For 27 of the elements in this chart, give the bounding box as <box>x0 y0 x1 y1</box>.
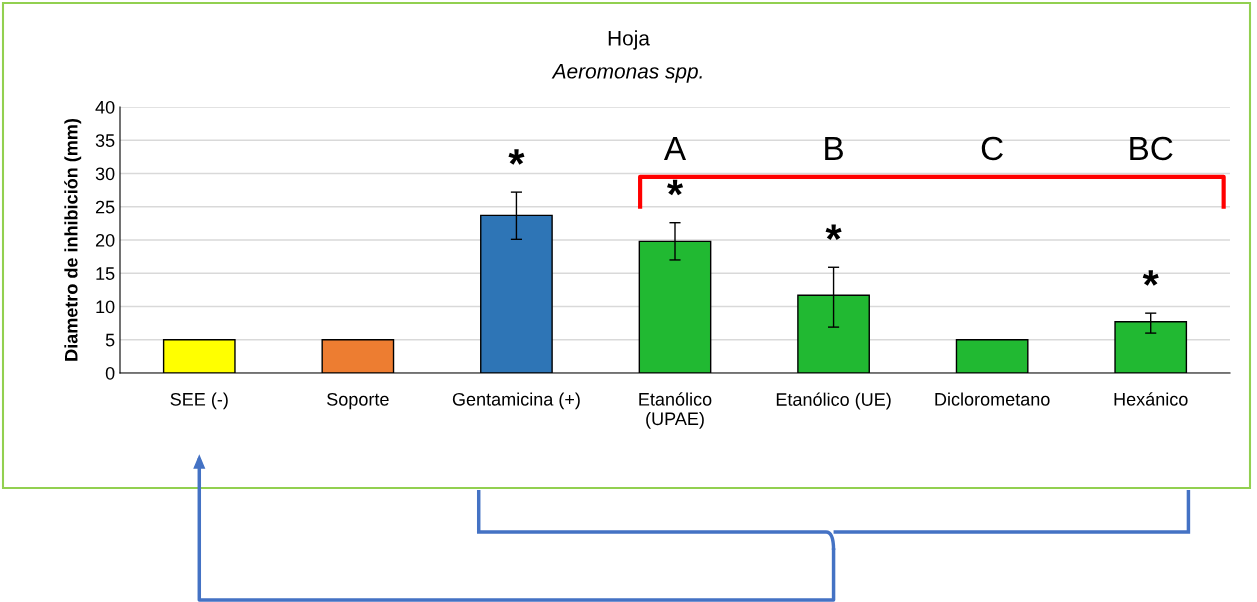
x-tick-label: Etanólico (UPAE) <box>639 392 712 429</box>
annotation: A <box>663 137 687 160</box>
annotation: BC <box>1130 136 1173 161</box>
annotation: C <box>981 136 1003 161</box>
y-tick-label: 0 <box>105 366 115 380</box>
x-tick-label: Etanólico (UE) <box>776 392 891 410</box>
y-tick-label: 40 <box>95 100 115 114</box>
y-tick-label: 15 <box>96 267 115 280</box>
y-tick-label: 10 <box>96 300 115 314</box>
y-tick-label: 30 <box>95 167 115 181</box>
chart-title: Hoja <box>608 30 650 50</box>
x-tick-label: Hexánico <box>1114 392 1188 406</box>
annotation: * <box>825 224 842 240</box>
x-tick-label: Soporte <box>327 392 389 410</box>
x-tick-label: SEE (-) <box>170 392 228 410</box>
x-tick-label: Gentamicina (+) <box>452 392 580 410</box>
y-tick-label: 25 <box>95 200 115 214</box>
y-tick-label: 5 <box>105 333 115 347</box>
x-tick-label: Diclorometano <box>935 392 1050 406</box>
annotation: * <box>1142 270 1159 286</box>
annotation: B <box>825 137 843 160</box>
chart-subtitle: Aeromonas spp. <box>551 64 702 83</box>
y-tick-label: 20 <box>95 233 115 247</box>
annotation: * <box>667 179 684 196</box>
annotation: * <box>508 149 525 165</box>
y-axis-title: Diametro de inhibición (mm) <box>64 119 82 361</box>
y-tick-label: 35 <box>95 134 115 147</box>
